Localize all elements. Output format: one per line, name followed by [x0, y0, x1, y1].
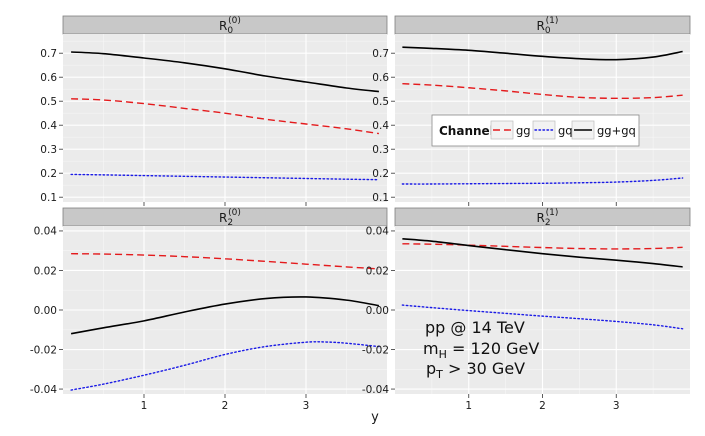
x-tick-label: 2	[222, 400, 229, 412]
y-tick-label: 0.6	[40, 72, 57, 84]
y-tick-label: 0.5	[40, 96, 57, 108]
strip-title-main: R	[537, 19, 545, 33]
y-tick-label: 0.1	[40, 192, 57, 204]
panel-R2_1: R2(1)1 2 3-0.04-0.020.000.020.04	[362, 207, 691, 412]
x-tick-label: 1	[465, 400, 472, 412]
strip-title-R0_1: R0(1)	[537, 16, 559, 36]
annotation-line-1: pp @ 14 TeV	[425, 318, 525, 337]
annotation-line-3: pT > 30 GeV	[426, 359, 525, 381]
y-tick-label: 0.5	[372, 96, 389, 108]
annotation-pt-subscript: T	[435, 368, 443, 381]
y-tick-label: -0.04	[362, 384, 389, 396]
strip-title-sup: (1)	[546, 208, 559, 218]
strip-title-sup: (0)	[228, 208, 241, 218]
annotation-pt-value: > 30 GeV	[443, 359, 525, 378]
x-tick-label: 2	[539, 400, 546, 412]
series-line-gq-R2_0	[70, 341, 380, 391]
strip-title-R2_1: R2(1)	[537, 208, 559, 228]
series-line-gg-gq-R2_0	[70, 296, 380, 335]
y-tick-label: 0.6	[372, 72, 389, 84]
legend-title: Channel	[439, 124, 494, 138]
strip-title-sup: (0)	[228, 16, 241, 26]
annotation-line-2: mH = 120 GeV	[423, 339, 539, 361]
y-tick-label: 0.00	[366, 305, 389, 317]
y-tick-label: -0.02	[30, 344, 57, 356]
panel-R0_0: R0(0) 0.1 0.2 0.3 0.4 0.5 0.6 0.7	[40, 15, 388, 206]
annotation-mass-value: = 120 GeV	[447, 339, 539, 358]
y-tick-label: 0.02	[34, 265, 57, 277]
y-tick-label: 0.04	[34, 226, 58, 238]
annotation: pp @ 14 TeV mH = 120 GeV pT > 30 GeV	[423, 318, 539, 381]
y-tick-label: 0.2	[40, 168, 57, 180]
strip-title-main: R	[537, 211, 545, 225]
y-tick-label: 0.1	[372, 192, 389, 204]
y-tick-label: -0.04	[30, 384, 57, 396]
y-tick-label: 0.00	[34, 305, 57, 317]
series-line-gq-R0_0	[70, 173, 380, 181]
annotation-mass-subscript: H	[439, 348, 447, 361]
series-line-gg-gq-R0_1	[402, 46, 683, 61]
strip-title-sub: 0	[545, 26, 551, 36]
panel-R2_0: R2(0)1 2 3-0.04-0.020.000.020.04	[30, 207, 388, 412]
y-tick-label: 0.7	[40, 48, 57, 60]
series-line-gg-gq-R0_0	[71, 51, 379, 93]
y-tick-label: 0.7	[372, 48, 389, 60]
annotation-mass-symbol: m	[423, 339, 439, 358]
panel-R0_1: R0(1) 0.1 0.2 0.3 0.4 0.5 0.6 0.7	[372, 15, 691, 206]
legend: Channel gg gq gg+gq	[431, 114, 640, 147]
y-tick-label: 0.4	[372, 120, 389, 132]
series-line-gq-R0_1	[401, 177, 684, 185]
x-tick-label: 3	[613, 400, 620, 412]
annotation-pt-symbol: p	[426, 359, 436, 378]
strip-title-R2_0: R2(0)	[219, 208, 241, 228]
series-line-gg-R2_0	[71, 252, 379, 270]
y-tick-label: 0.3	[40, 144, 57, 156]
strip-title-sub: 0	[227, 26, 233, 36]
series-line-gq-R2_1	[401, 304, 684, 330]
strip-title-sub: 2	[227, 218, 233, 228]
legend-label-gg-gq: gg+gq	[597, 124, 636, 138]
y-tick-label: 0.04	[366, 226, 390, 238]
strip-title-sub: 2	[545, 218, 551, 228]
y-tick-label: 0.2	[372, 168, 389, 180]
x-tick-label: 1	[141, 400, 148, 412]
y-tick-label: 0.3	[372, 144, 389, 156]
series-line-gg-R0_0	[71, 98, 380, 135]
panels-layer: R0(0)0.10.20.30.40.50.60.7R0(1)0.10.20.3…	[30, 15, 691, 412]
strip-title-main: R	[219, 19, 227, 33]
series-line-gg-gq-R2_1	[402, 238, 683, 268]
strip-title-sup: (1)	[546, 16, 559, 26]
y-tick-label: 0.02	[366, 265, 389, 277]
legend-label-gq: gq	[558, 124, 573, 138]
x-tick-label: 3	[303, 400, 310, 412]
y-tick-label: 0.4	[40, 120, 57, 132]
strip-title-R0_0: R0(0)	[219, 16, 241, 36]
x-axis-title: y	[371, 410, 379, 425]
legend-key-gg	[490, 120, 514, 140]
strip-title-main: R	[219, 211, 227, 225]
y-tick-label: -0.02	[362, 344, 389, 356]
legend-label-gg: gg	[516, 124, 531, 138]
